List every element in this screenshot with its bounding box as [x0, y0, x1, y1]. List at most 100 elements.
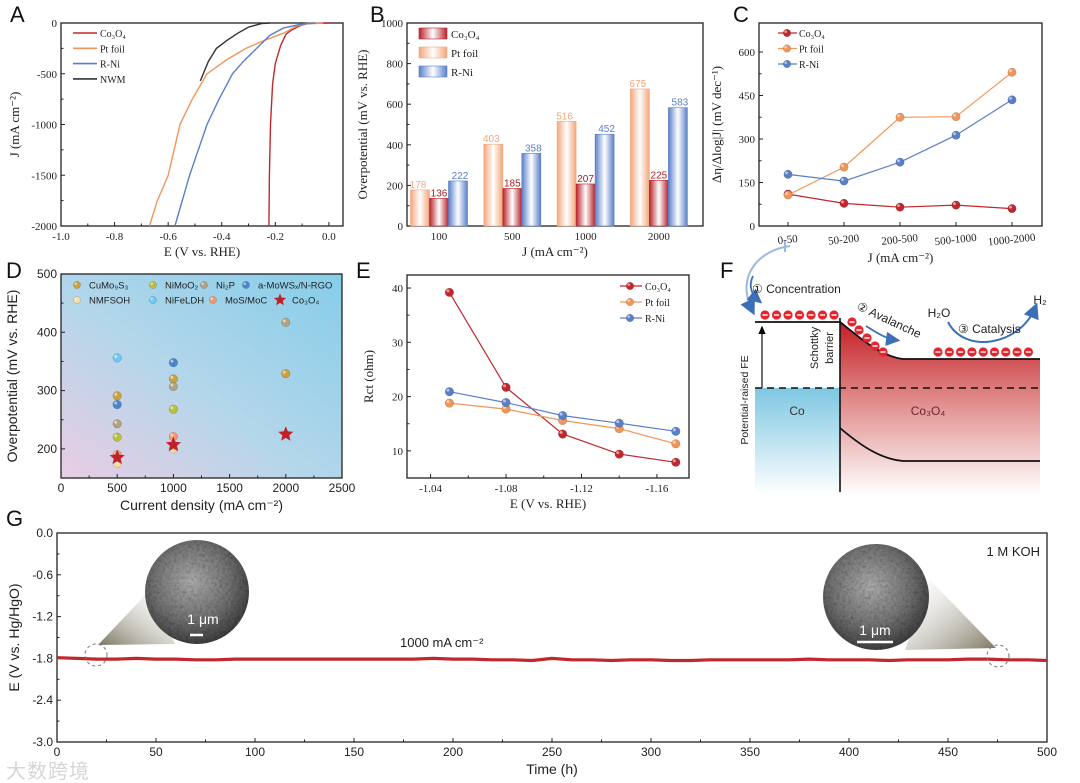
- x-tick-label: 1000: [160, 481, 187, 495]
- legend-marker: [625, 281, 635, 291]
- bar: [630, 88, 650, 227]
- data-point: [671, 457, 681, 467]
- legend-label: NWM: [100, 75, 126, 86]
- avalanche-arrow-icon: [865, 325, 901, 347]
- data-point: [168, 374, 178, 384]
- panel-label-b: B: [370, 2, 385, 27]
- data-point: [839, 162, 849, 172]
- marker-highlight: [282, 319, 286, 323]
- y-tick-label: -2.4: [32, 693, 53, 707]
- electrolyte-label: 1 M KOH: [987, 544, 1040, 559]
- marker-highlight: [953, 113, 957, 117]
- y-tick-label: 1000: [381, 18, 404, 30]
- y-axis-label: Rct (ohm): [361, 350, 376, 403]
- legend-label: Co₃O₄: [645, 282, 671, 293]
- data-point: [558, 411, 568, 421]
- data-point: [444, 387, 454, 397]
- panel-g-content: 1 μm 1 μm 1000 mA cm⁻² 1 M KOH: [56, 540, 1048, 668]
- data-point: [558, 429, 568, 439]
- legend-label: Co₃O₄: [100, 29, 126, 40]
- barrier-label: barrier: [824, 332, 836, 364]
- marker-highlight: [841, 178, 845, 182]
- data-point: [281, 317, 291, 327]
- marker-highlight: [784, 61, 787, 64]
- data-point-star: [278, 426, 294, 441]
- legend-label: R-Ni: [100, 60, 120, 71]
- data-point: [671, 439, 681, 449]
- marker-highlight: [672, 440, 676, 444]
- bar: [410, 189, 430, 227]
- panel-a-axes: 0 -500 -1000 -1500 -2000-1.0 -0.8 -0.6 -0.4 -0.2…: [7, 18, 344, 259]
- h2-label: H₂: [1033, 293, 1047, 307]
- x-axis-label: E (V vs. RHE): [510, 496, 586, 511]
- marker-highlight: [953, 132, 957, 136]
- legend-label: Pt foil: [645, 298, 670, 309]
- marker-highlight: [114, 392, 118, 396]
- x-tick-label: 0: [54, 745, 61, 759]
- y-axis-label: J (mA cm⁻²): [7, 92, 22, 158]
- data-point-star: [165, 436, 181, 452]
- x-tick-label: 150: [344, 745, 364, 759]
- legend-marker: [209, 296, 217, 304]
- step1-label: ① Concentration: [752, 282, 841, 296]
- data-point: [614, 449, 624, 459]
- marker-highlight: [672, 459, 676, 463]
- marker-highlight: [282, 370, 286, 374]
- y-tick-label: 600: [739, 47, 756, 59]
- x-tick-label: 100: [245, 745, 265, 759]
- data-point: [839, 176, 849, 186]
- y-tick-label: 300: [739, 134, 756, 146]
- y-tick-label: 600: [387, 99, 404, 111]
- data-point: [112, 353, 122, 363]
- x-tick-label: 350: [740, 745, 760, 759]
- legend-label: Co₃O₄: [799, 29, 825, 40]
- data-point: [112, 432, 122, 442]
- bar-value-label: 516: [556, 111, 573, 122]
- data-point: [1007, 204, 1017, 214]
- bar: [448, 180, 468, 227]
- x-axis-label: E (V vs. RHE): [164, 244, 240, 259]
- panel-label-g: G: [6, 506, 23, 531]
- legend-label: CuMo₉S₃: [89, 281, 128, 292]
- x-tick-label: 0-50: [777, 233, 799, 247]
- legend-marker: [273, 293, 287, 306]
- fe-label: Potential-raised FE: [739, 355, 751, 444]
- data-point: [895, 157, 905, 167]
- x-tick-label: 400: [839, 745, 859, 759]
- bar: [575, 183, 596, 227]
- data-point: [168, 404, 178, 414]
- legend-label: R-Ni: [645, 314, 665, 325]
- y-tick-label: 450: [739, 91, 756, 103]
- bar: [521, 153, 542, 227]
- legend-marker: [782, 59, 792, 69]
- y-tick-label: -3.0: [32, 735, 53, 749]
- legend-marker: [242, 281, 250, 289]
- bar-value-label: 675: [630, 79, 647, 90]
- legend-label: a-MoWSₓ/N-RGO: [258, 281, 332, 292]
- series-line-2: [787, 99, 1013, 182]
- panel-e-series: Co₃O₄ Pt foil R-Ni: [444, 281, 681, 467]
- marker-highlight: [170, 406, 174, 410]
- panel-d-axes: 200 300 400 500 0 500 1000 1500 2000 2500 Current …: [4, 267, 356, 513]
- plot-frame: [406, 274, 690, 479]
- y-tick-label: 500: [37, 267, 57, 281]
- y-tick-label: -1000: [31, 120, 57, 132]
- x-tick-label: 0.0: [322, 231, 336, 243]
- marker-highlight: [1009, 96, 1013, 100]
- x-tick-label: 50-200: [828, 232, 861, 247]
- panel-label-c: C: [733, 2, 749, 27]
- x-tick-label: -0.2: [267, 231, 284, 243]
- y-tick-label: -1.2: [32, 610, 53, 624]
- bar-value-label: 403: [483, 134, 500, 145]
- marker-highlight: [114, 420, 118, 424]
- legend-label: Pt foil: [451, 48, 478, 60]
- data-point: [895, 202, 905, 212]
- marker-highlight: [1009, 69, 1013, 73]
- marker-highlight: [74, 297, 77, 300]
- y-tick-label: 0.0: [36, 526, 53, 540]
- x-tick-label: 1000-2000: [987, 232, 1036, 249]
- marker-highlight: [446, 400, 450, 404]
- legend-label: NiMoO₂: [165, 281, 199, 292]
- marker-highlight: [784, 45, 787, 49]
- x-tick-label: 500: [107, 481, 127, 495]
